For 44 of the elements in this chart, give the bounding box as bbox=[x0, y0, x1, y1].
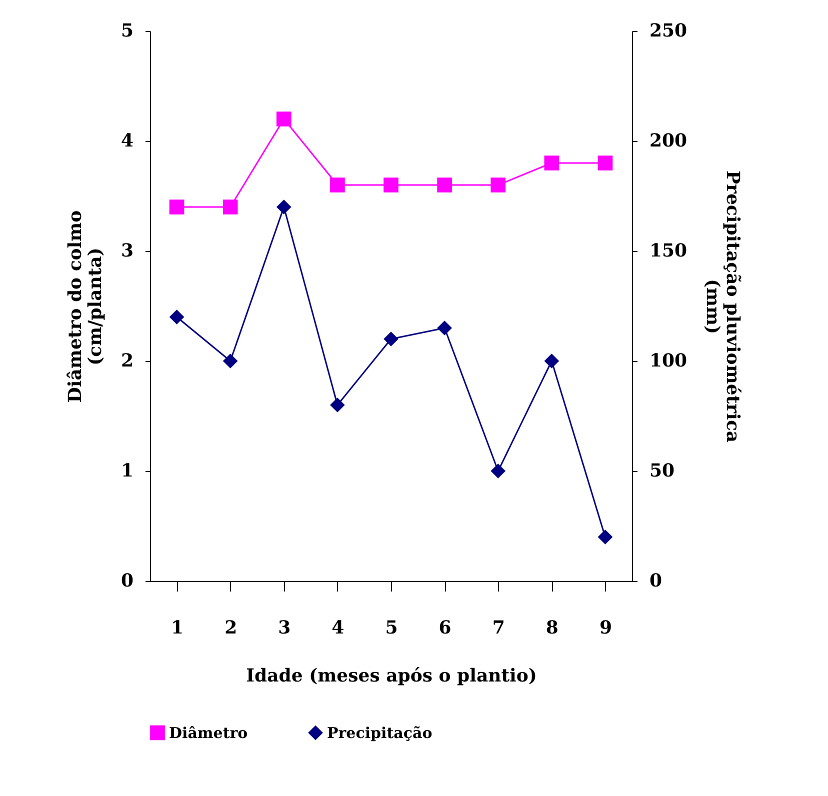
point bbox=[169, 200, 184, 214]
point bbox=[169, 310, 184, 324]
y2-tick-label: 50 bbox=[650, 460, 675, 482]
y-axis-title: Diâmetro do colmo (cm/planta) bbox=[64, 210, 106, 403]
y-tick-label: 4 bbox=[120, 130, 134, 152]
y2-axis-title: Precipitação pluviométrica (mm) bbox=[702, 170, 744, 443]
y2-tick-label: 200 bbox=[650, 130, 688, 152]
point bbox=[330, 398, 345, 412]
x-tick-label: 1 bbox=[171, 618, 184, 638]
point bbox=[544, 156, 560, 170]
point bbox=[330, 178, 345, 192]
point bbox=[222, 354, 238, 368]
x-tick-label: 3 bbox=[278, 618, 291, 638]
x-tick-label: 9 bbox=[599, 618, 612, 638]
x-tick-label: 2 bbox=[224, 618, 238, 638]
x-tick-label: 5 bbox=[385, 618, 398, 638]
point bbox=[490, 178, 506, 192]
point bbox=[384, 332, 398, 346]
y2-tick-label: 0 bbox=[650, 570, 662, 592]
y-tick-label: 5 bbox=[120, 20, 134, 42]
point bbox=[544, 354, 560, 368]
y-tick-label: 1 bbox=[120, 460, 134, 482]
x-tick-label: 8 bbox=[546, 618, 558, 638]
y-tick-label: 0 bbox=[120, 570, 134, 592]
point bbox=[222, 200, 238, 214]
legend-label: Diâmetro bbox=[169, 724, 248, 742]
point bbox=[384, 178, 398, 192]
y-tick-label: 3 bbox=[120, 240, 134, 262]
point bbox=[598, 530, 613, 544]
point bbox=[490, 464, 506, 478]
y2-tick-label: 250 bbox=[650, 20, 688, 42]
x-tick-label: 7 bbox=[492, 618, 505, 638]
point bbox=[276, 112, 292, 126]
x-tick-label: 6 bbox=[438, 618, 452, 638]
y2-tick-label: 150 bbox=[650, 240, 688, 262]
point bbox=[437, 320, 452, 336]
y-tick-label: 2 bbox=[120, 350, 134, 372]
point bbox=[437, 178, 452, 192]
point bbox=[598, 156, 613, 170]
y2-tick-label: 100 bbox=[650, 350, 688, 372]
x-axis-title: Idade (meses após o plantio) bbox=[246, 666, 537, 686]
legend-label: Precipitação bbox=[327, 724, 432, 742]
point bbox=[276, 200, 292, 214]
x-tick-label: 4 bbox=[332, 618, 344, 638]
